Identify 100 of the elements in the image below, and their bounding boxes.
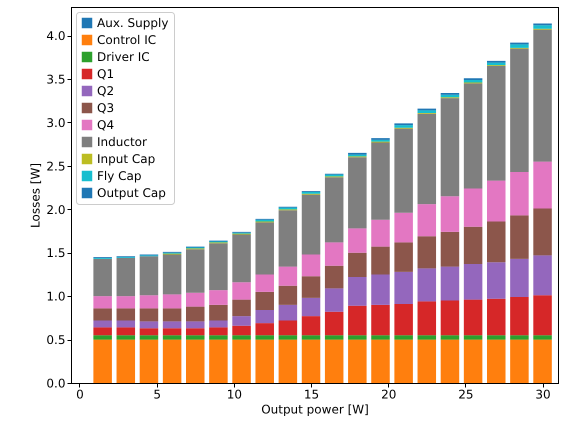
bar (232, 282, 251, 300)
bar (93, 340, 112, 383)
legend-label: Q2 (97, 84, 114, 98)
bar (186, 328, 205, 336)
bar (93, 335, 112, 340)
legend-label: Output Cap (97, 186, 166, 200)
bar (486, 340, 506, 383)
bar (186, 292, 205, 307)
bar (324, 340, 344, 383)
bar (278, 335, 298, 340)
bar (510, 44, 529, 48)
legend-label: Q3 (97, 101, 114, 115)
bar (533, 30, 552, 162)
bar (278, 210, 298, 267)
bar (464, 264, 482, 300)
bar (278, 340, 298, 383)
legend-label: Control IC (97, 33, 156, 47)
bar (533, 340, 552, 383)
bar (255, 323, 274, 336)
bar (533, 255, 552, 296)
bar (93, 320, 112, 328)
bar (302, 194, 320, 254)
bar (186, 340, 205, 383)
bar (140, 335, 158, 340)
x-axis-title: Output power [W] (261, 402, 369, 416)
bar (440, 232, 460, 267)
y-tick-label: 2.0 (46, 202, 66, 217)
bar (440, 335, 460, 340)
bar (394, 272, 413, 304)
bar (533, 208, 552, 256)
bar (162, 294, 182, 308)
bar (533, 335, 552, 340)
bar (140, 340, 158, 383)
bar (278, 266, 298, 286)
bar (394, 212, 413, 242)
bar (510, 48, 529, 172)
bar (140, 256, 158, 296)
bar (371, 274, 390, 305)
bar (278, 304, 298, 320)
bar (348, 252, 367, 278)
bar (255, 222, 274, 274)
bar (348, 157, 367, 228)
legend-label: Driver IC (97, 50, 150, 64)
bar (186, 306, 205, 322)
bar (371, 220, 390, 247)
bar (324, 266, 344, 288)
bar (302, 335, 320, 340)
bar (464, 335, 482, 340)
x-tick-label: 30 (535, 388, 551, 402)
bar (140, 321, 158, 328)
bar (324, 242, 344, 266)
bar (440, 98, 460, 196)
bar (162, 321, 182, 328)
bar (209, 327, 228, 336)
legend-label: Q1 (97, 67, 114, 81)
bar (348, 228, 367, 253)
bar (533, 162, 552, 208)
bar (486, 221, 506, 262)
bar (418, 340, 436, 383)
bar (116, 296, 136, 308)
bar (255, 274, 274, 292)
bar (464, 83, 482, 188)
bar (278, 320, 298, 336)
bar (418, 236, 436, 268)
bar (232, 316, 251, 326)
bar (486, 335, 506, 340)
y-tick-label: 1.0 (46, 290, 66, 304)
bar (209, 304, 228, 320)
bar (440, 300, 460, 336)
bar (302, 298, 320, 316)
y-tick-label: 0.5 (46, 333, 66, 348)
bar (371, 142, 390, 220)
bar (232, 340, 251, 383)
bar (232, 335, 251, 340)
bar (116, 320, 136, 328)
bar (440, 94, 460, 98)
bar (440, 340, 460, 383)
x-tick-label: 0 (76, 388, 84, 402)
bar (162, 340, 182, 383)
bar (510, 335, 529, 340)
bar (371, 246, 390, 274)
bar (116, 340, 136, 383)
legend-label: Q4 (97, 118, 114, 132)
bar (394, 335, 413, 340)
bar (93, 308, 112, 320)
bar (533, 295, 552, 336)
bar (464, 188, 482, 227)
y-tick-label: 4.0 (46, 29, 66, 44)
bar (324, 177, 344, 242)
bar (464, 300, 482, 336)
bar (162, 328, 182, 336)
bar (394, 242, 413, 272)
bar (486, 62, 506, 66)
bar (93, 258, 112, 296)
bar (348, 277, 367, 306)
bar (232, 326, 251, 336)
bar (418, 335, 436, 340)
bar (486, 298, 506, 336)
bar (348, 335, 367, 340)
y-tick-label: 3.0 (46, 116, 66, 130)
